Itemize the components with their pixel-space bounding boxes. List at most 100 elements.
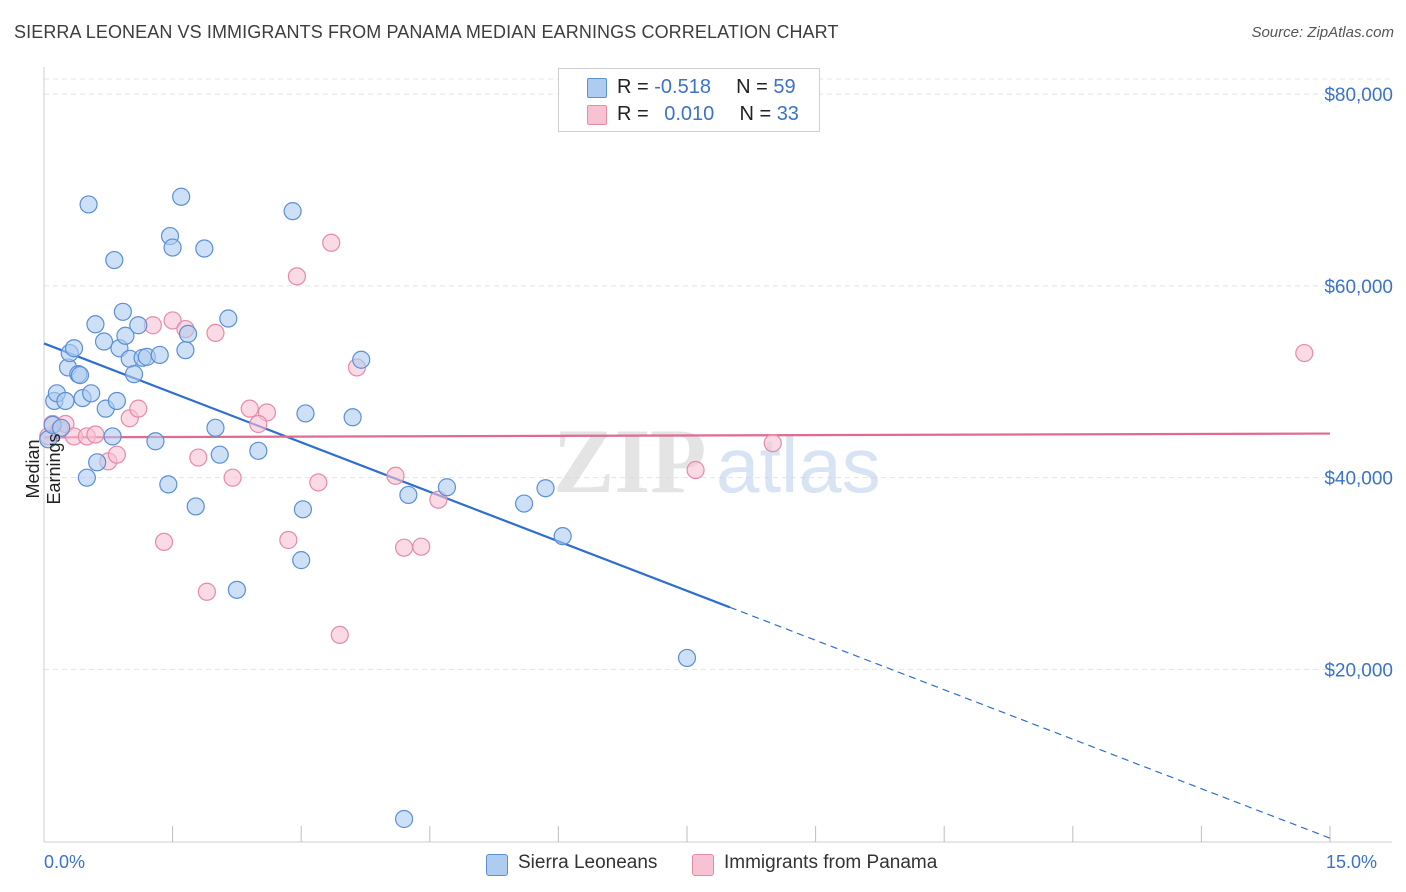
sierra-leonean-point <box>105 250 124 270</box>
bottom-legend-swatch-pink <box>692 854 714 876</box>
sierra-leonean-point <box>293 500 313 519</box>
sierra-leonean-point <box>103 427 122 446</box>
sierra-leonean-point <box>150 345 169 365</box>
bottom-legend-label: Sierra Leoneans <box>518 852 658 873</box>
panama-point <box>163 311 182 330</box>
sierra-leonean-point <box>195 239 214 258</box>
panama-point <box>189 448 208 467</box>
chart-title: SIERRA LEONEAN VS IMMIGRANTS FROM PANAMA… <box>14 22 839 42</box>
panama-point <box>330 625 349 645</box>
sierra-leonean-point <box>399 485 418 505</box>
legend-swatch-blue <box>587 78 607 98</box>
legend-swatch-pink <box>587 105 607 125</box>
panama-point <box>240 399 259 418</box>
panama-point <box>249 414 268 434</box>
x-min-label: 0.0% <box>44 852 86 872</box>
sierra-leonean-point <box>94 332 114 351</box>
panama-point <box>429 490 448 509</box>
r-value: -0.518 <box>654 76 711 98</box>
panama-point <box>394 538 414 557</box>
panama-point <box>86 425 105 444</box>
r-label: R = <box>617 103 655 125</box>
sierra-leonean-point <box>176 341 195 360</box>
r-label: R = <box>617 76 655 98</box>
y-tick-label: $20,000 <box>1324 660 1393 681</box>
panama-point <box>763 434 782 453</box>
y-tick-label: $80,000 <box>1324 85 1393 106</box>
sierra-leonean-point <box>56 391 75 411</box>
sierra-leonean-point <box>77 468 96 487</box>
sierra-leonean-point <box>129 316 148 335</box>
sierra-leonean-point <box>515 494 534 513</box>
n-label: N = <box>736 76 774 98</box>
sierra-leonean-point <box>437 478 457 497</box>
n-label: N = <box>739 103 777 125</box>
x-max-label: 15.0% <box>1326 852 1378 872</box>
n-value: 33 <box>776 103 799 125</box>
axes <box>43 67 1392 843</box>
panama-point <box>1295 343 1314 363</box>
panama-point <box>197 582 216 601</box>
y-tick-label: $40,000 <box>1324 469 1393 490</box>
panama-point <box>322 233 341 252</box>
y-axis-label: Median Earnings <box>23 433 64 505</box>
sierra-leonean-point <box>677 648 697 668</box>
sierra-leonean-point <box>186 497 205 516</box>
sierra-leonean-point <box>343 408 362 427</box>
sierra-leonean-point <box>249 441 268 460</box>
watermark: ZIP atlas <box>553 410 881 512</box>
sierra-leonean-point <box>146 432 165 451</box>
sierra-leonean-point <box>113 302 132 321</box>
y-tick-labels: $20,000 $40,000 $60,000 $80,000 <box>1324 85 1393 681</box>
sierra-leonean-point <box>296 404 315 423</box>
source-label: Source: ZipAtlas.com <box>1251 24 1394 41</box>
grid-lines <box>44 78 1392 670</box>
sierra-leonean-point <box>219 309 238 328</box>
sierra-leonean-trend-extension <box>729 606 1331 839</box>
sierra-leonean-point <box>116 326 135 345</box>
sierra-leonean-point <box>352 350 371 369</box>
sierra-leonean-point <box>394 809 414 829</box>
correlation-legend: R = -0.518 N = 59 R = 0.010 N = 33 <box>558 68 820 132</box>
sierra-leonean-point <box>172 187 191 206</box>
sierra-leonean-point <box>124 365 144 384</box>
sierra-leonean-point <box>79 195 98 214</box>
panama-point <box>107 445 126 464</box>
y-tick-label: $60,000 <box>1324 277 1393 298</box>
bottom-legend-swatch-blue <box>486 854 508 876</box>
sierra-leonean-point <box>88 453 107 472</box>
panama-trend-line <box>43 432 1331 439</box>
panama-point <box>386 466 405 485</box>
sierra-leonean-point <box>64 339 84 358</box>
panama-point <box>206 323 225 343</box>
sierra-leonean-point <box>227 580 246 599</box>
sierra-leonean-point <box>107 391 126 411</box>
sierra-leonean-point <box>159 475 178 494</box>
watermark-zip: ZIP <box>553 410 706 512</box>
sierra-leonean-point <box>536 479 555 498</box>
sierra-leonean-point <box>86 315 105 334</box>
sierra-leonean-point <box>52 418 71 437</box>
sierra-leonean-point <box>82 384 101 403</box>
bottom-legend-label: Immigrants from Panama <box>724 852 938 873</box>
panama-point <box>129 399 148 418</box>
r-value: 0.010 <box>664 103 715 125</box>
sierra-leonean-points <box>39 187 697 829</box>
sierra-leonean-point <box>210 445 229 464</box>
panama-point <box>223 468 242 487</box>
panama-point <box>154 532 174 552</box>
sierra-leonean-point <box>206 418 225 437</box>
panama-point <box>309 473 328 492</box>
panama-point <box>287 267 307 286</box>
panama-point <box>686 460 705 480</box>
sierra-leonean-point <box>553 527 572 546</box>
sierra-leonean-point <box>163 238 182 257</box>
n-value: 59 <box>773 76 796 98</box>
sierra-leonean-point <box>283 202 302 221</box>
sierra-leonean-point <box>292 551 311 570</box>
panama-point <box>279 530 298 550</box>
sierra-leonean-point <box>70 365 90 385</box>
sierra-leonean-point <box>178 324 198 343</box>
panama-point <box>412 537 431 556</box>
